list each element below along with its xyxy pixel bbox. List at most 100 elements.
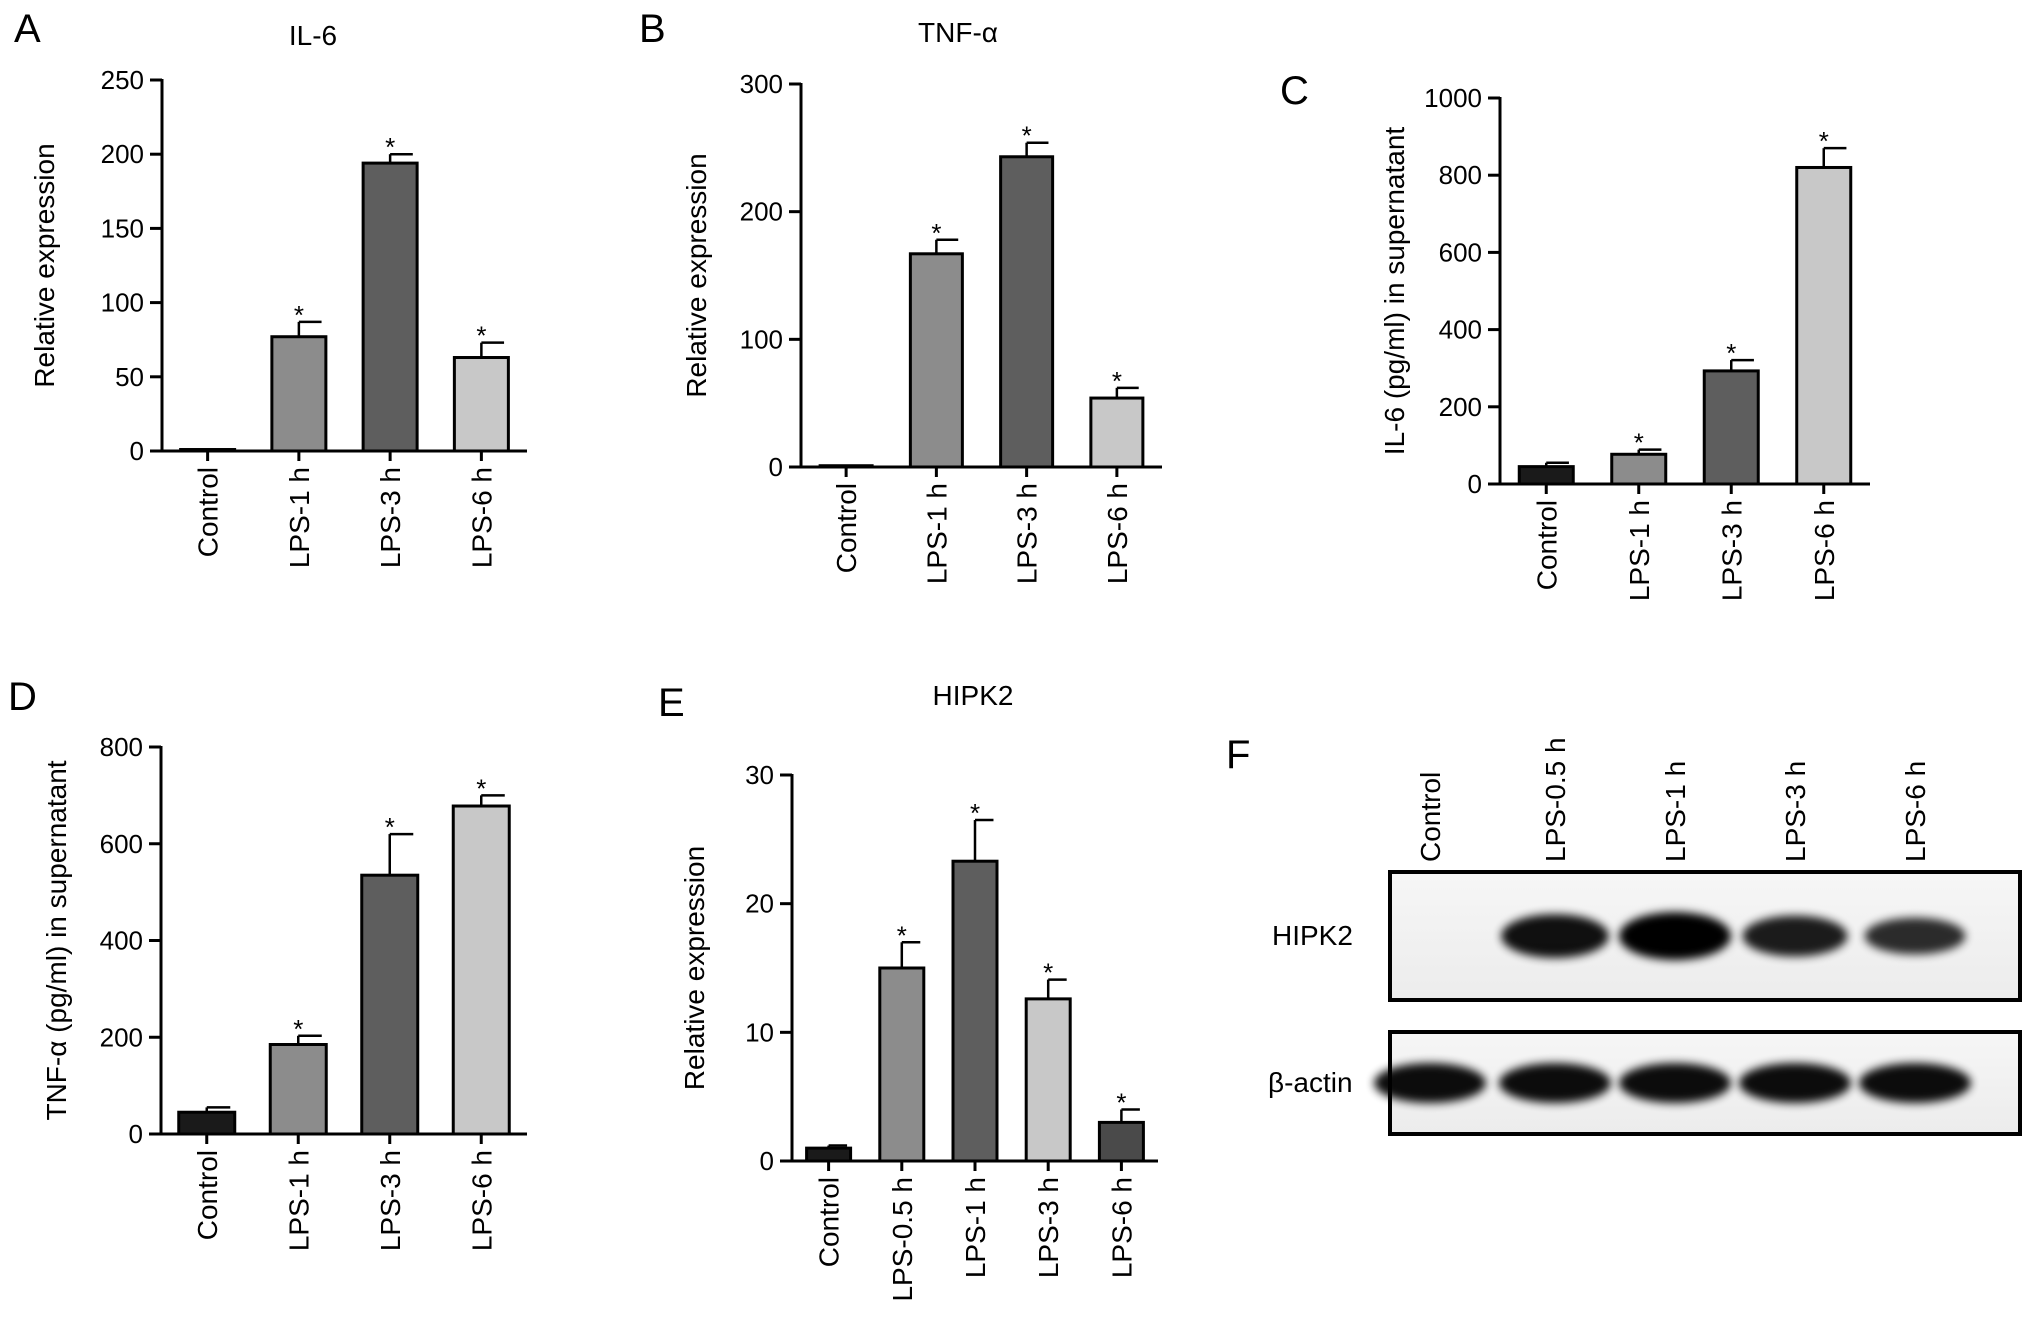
y-axis-label: Relative expression bbox=[681, 153, 712, 397]
x-category-label: LPS-3 h bbox=[375, 467, 406, 568]
y-tick-label: 200 bbox=[1439, 392, 1482, 422]
y-tick-label: 250 bbox=[101, 65, 144, 95]
blot-row-label: β-actin bbox=[1268, 1067, 1353, 1098]
x-category-label: LPS-1 h bbox=[284, 467, 315, 568]
bar bbox=[951, 859, 999, 1163]
bar bbox=[1610, 452, 1668, 486]
blot-lane-label: LPS-1 h bbox=[1660, 761, 1691, 862]
blot-lane-label: LPS-6 h bbox=[1900, 761, 1931, 862]
significance-star: * bbox=[931, 218, 941, 248]
y-tick-label: 200 bbox=[101, 139, 144, 169]
y-tick-label: 800 bbox=[100, 732, 143, 762]
y-tick-label: 20 bbox=[745, 889, 774, 919]
significance-star: * bbox=[385, 812, 395, 842]
panel-letter-b: B bbox=[639, 7, 666, 51]
y-axis-label: Relative expression bbox=[29, 143, 60, 387]
x-category-label: LPS-3 h bbox=[1716, 500, 1747, 601]
y-tick-label: 100 bbox=[740, 324, 783, 354]
bar bbox=[179, 448, 237, 453]
x-category-label: Control bbox=[193, 467, 224, 557]
y-axis-label: TNF-α (pg/ml) in supernatant bbox=[41, 760, 72, 1120]
western-blot-panel: Control LPS-0.5 h LPS-1 h LPS-3 h LPS-6 h HIP… bbox=[1268, 737, 2022, 1136]
panel-letter-f: F bbox=[1226, 733, 1250, 777]
x-category-label: Control bbox=[831, 483, 862, 573]
y-tick-label: 600 bbox=[1439, 237, 1482, 267]
bar bbox=[999, 155, 1055, 469]
x-category-label: LPS-1 h bbox=[1624, 500, 1655, 601]
y-tick-label: 400 bbox=[100, 926, 143, 956]
bar bbox=[1795, 165, 1853, 486]
chart-panel-b: TNF-α Relative expression 0 100 200 300 Contro… bbox=[681, 17, 1162, 584]
blot-lane-label: LPS-3 h bbox=[1780, 761, 1811, 862]
bar bbox=[1702, 369, 1760, 486]
significance-star: * bbox=[476, 773, 486, 803]
y-tick-label: 0 bbox=[1468, 469, 1482, 499]
blot-lane-label: Control bbox=[1415, 772, 1446, 862]
y-tick-label: 50 bbox=[115, 362, 144, 392]
bar bbox=[878, 966, 926, 1163]
blot-band bbox=[1739, 1063, 1851, 1103]
x-category-label: LPS-6 h bbox=[1106, 1177, 1137, 1278]
y-axis-label: Relative expression bbox=[679, 846, 710, 1090]
significance-star: * bbox=[1112, 366, 1122, 396]
y-tick-label: 200 bbox=[740, 197, 783, 227]
y-tick-label: 1000 bbox=[1424, 83, 1482, 113]
blot-band bbox=[1499, 1063, 1611, 1103]
chart-panel-d: TNF-α (pg/ml) in supernatant 0 200 400 600 80… bbox=[41, 732, 527, 1251]
y-tick-label: 200 bbox=[100, 1022, 143, 1052]
chart-title: IL-6 bbox=[289, 20, 337, 51]
y-tick-label: 0 bbox=[760, 1146, 774, 1176]
significance-star: * bbox=[1726, 338, 1736, 368]
significance-star: * bbox=[1022, 121, 1032, 151]
y-tick-label: 0 bbox=[769, 452, 783, 482]
y-tick-label: 0 bbox=[129, 1119, 143, 1149]
x-category-label: LPS-3 h bbox=[1012, 483, 1043, 584]
y-tick-label: 400 bbox=[1439, 315, 1482, 345]
blot-band bbox=[1619, 1063, 1731, 1103]
significance-star: * bbox=[1634, 428, 1644, 458]
significance-star: * bbox=[476, 321, 486, 351]
significance-star: * bbox=[294, 300, 304, 330]
chart-panel-a: IL-6 Relative expression 0 50 100 150 200 250 Co… bbox=[29, 20, 527, 568]
x-category-label: LPS-1 h bbox=[960, 1177, 991, 1278]
blot-band bbox=[1619, 912, 1731, 960]
chart-panel-c: IL-6 (pg/ml) in supernatant 0 200 400 600 800… bbox=[1379, 83, 1870, 601]
bar bbox=[1097, 1120, 1145, 1163]
chart-title: HIPK2 bbox=[933, 680, 1014, 711]
y-tick-label: 0 bbox=[130, 436, 144, 466]
x-category-label: LPS-6 h bbox=[466, 467, 497, 568]
bar bbox=[818, 464, 874, 469]
bar bbox=[270, 335, 328, 453]
significance-star: * bbox=[970, 798, 980, 828]
y-tick-label: 30 bbox=[745, 760, 774, 790]
x-category-label: LPS-1 h bbox=[283, 1150, 314, 1251]
bar bbox=[1024, 997, 1072, 1163]
bar bbox=[1517, 465, 1575, 486]
blot-band bbox=[1374, 1063, 1486, 1103]
blot-band bbox=[1864, 917, 1966, 955]
panel-letter-d: D bbox=[8, 675, 37, 719]
bar bbox=[361, 161, 419, 453]
significance-star: * bbox=[1043, 958, 1053, 988]
x-category-label: Control bbox=[814, 1177, 845, 1267]
x-category-label: LPS-3 h bbox=[375, 1150, 406, 1251]
x-category-label: LPS-6 h bbox=[466, 1150, 497, 1251]
bar bbox=[908, 252, 964, 469]
blot-lane-label: LPS-0.5 h bbox=[1540, 737, 1571, 862]
chart-title: TNF-α bbox=[918, 17, 998, 48]
y-tick-label: 10 bbox=[745, 1017, 774, 1047]
significance-star: * bbox=[385, 132, 395, 162]
y-tick-label: 150 bbox=[101, 213, 144, 243]
panel-letter-c: C bbox=[1280, 69, 1309, 113]
bar bbox=[451, 804, 511, 1136]
panel-letter-e: E bbox=[658, 681, 685, 725]
chart-panel-e: HIPK2 Relative expression 0 10 20 30 Control * L… bbox=[679, 680, 1158, 1302]
x-category-label: Control bbox=[1531, 500, 1562, 590]
x-category-label: LPS-1 h bbox=[921, 483, 952, 584]
bar bbox=[452, 356, 510, 453]
blot-band bbox=[1742, 915, 1848, 957]
x-category-label: Control bbox=[192, 1150, 223, 1240]
blot-row-label: HIPK2 bbox=[1272, 920, 1353, 951]
significance-star: * bbox=[1819, 126, 1829, 156]
significance-star: * bbox=[897, 920, 907, 950]
